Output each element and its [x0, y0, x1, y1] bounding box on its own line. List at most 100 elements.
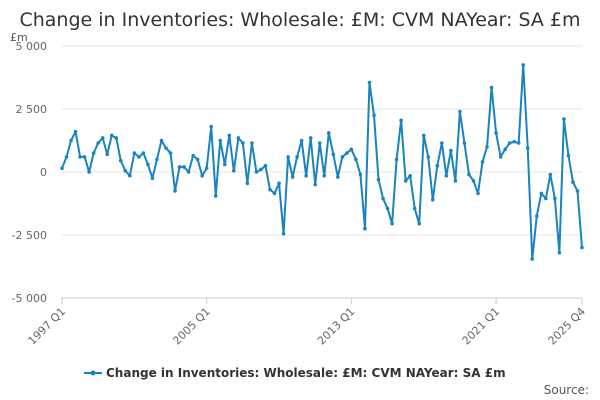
data-point[interactable]	[345, 151, 349, 155]
data-point[interactable]	[421, 133, 426, 138]
data-point[interactable]	[562, 117, 566, 121]
data-point[interactable]	[146, 162, 150, 167]
data-point[interactable]	[100, 136, 105, 140]
data-point[interactable]	[426, 155, 431, 159]
data-point[interactable]	[458, 109, 462, 114]
data-point[interactable]	[295, 155, 299, 159]
data-point[interactable]	[449, 148, 453, 153]
data-point[interactable]	[462, 141, 467, 145]
data-point[interactable]	[272, 191, 277, 196]
data-point[interactable]	[471, 179, 476, 183]
data-point[interactable]	[105, 152, 110, 157]
data-point[interactable]	[317, 141, 322, 145]
data-point[interactable]	[444, 173, 449, 178]
data-point[interactable]	[78, 155, 82, 159]
data-point[interactable]	[503, 147, 507, 152]
data-point[interactable]	[394, 157, 399, 162]
data-point[interactable]	[399, 118, 403, 123]
data-point[interactable]	[354, 157, 358, 162]
data-point[interactable]	[281, 231, 286, 236]
data-point[interactable]	[530, 257, 535, 261]
data-point[interactable]	[548, 172, 553, 177]
data-point[interactable]	[313, 182, 318, 187]
data-point[interactable]	[222, 162, 227, 167]
data-point[interactable]	[453, 179, 458, 183]
data-point[interactable]	[155, 157, 159, 162]
data-point[interactable]	[363, 226, 367, 231]
data-point[interactable]	[200, 173, 204, 178]
data-point[interactable]	[349, 147, 354, 152]
data-point[interactable]	[69, 138, 73, 143]
data-point[interactable]	[227, 133, 232, 138]
data-point[interactable]	[259, 167, 263, 172]
data-point[interactable]	[96, 141, 100, 145]
data-point[interactable]	[182, 165, 186, 169]
data-point[interactable]	[299, 138, 304, 143]
data-point[interactable]	[268, 187, 272, 192]
data-point[interactable]	[571, 180, 575, 184]
data-point[interactable]	[73, 129, 78, 134]
data-point[interactable]	[512, 139, 516, 144]
data-point[interactable]	[118, 158, 123, 163]
data-point[interactable]	[132, 151, 137, 155]
data-point[interactable]	[277, 181, 281, 186]
data-point[interactable]	[159, 138, 164, 143]
data-point[interactable]	[128, 173, 132, 178]
data-point[interactable]	[195, 157, 200, 162]
data-point[interactable]	[553, 196, 557, 201]
data-point[interactable]	[114, 136, 119, 140]
data-point[interactable]	[213, 194, 218, 198]
data-point[interactable]	[367, 80, 372, 85]
data-point[interactable]	[290, 175, 295, 179]
data-point[interactable]	[109, 133, 114, 138]
data-point[interactable]	[480, 160, 485, 164]
data-point[interactable]	[164, 146, 168, 150]
data-point[interactable]	[575, 189, 580, 193]
data-point[interactable]	[322, 173, 327, 178]
data-point[interactable]	[186, 170, 191, 174]
data-point[interactable]	[485, 145, 489, 149]
data-point[interactable]	[435, 163, 440, 168]
data-point[interactable]	[580, 245, 584, 250]
data-point[interactable]	[403, 179, 408, 183]
data-point[interactable]	[557, 250, 562, 255]
data-point[interactable]	[566, 153, 571, 158]
data-point[interactable]	[204, 166, 209, 171]
data-point[interactable]	[87, 170, 91, 174]
data-point[interactable]	[494, 131, 498, 135]
data-point[interactable]	[525, 146, 530, 150]
data-point[interactable]	[254, 170, 259, 174]
data-point[interactable]	[372, 113, 376, 118]
data-point[interactable]	[390, 221, 394, 226]
data-point[interactable]	[376, 177, 381, 182]
data-point[interactable]	[498, 155, 503, 159]
data-point[interactable]	[381, 196, 385, 201]
data-point[interactable]	[236, 136, 241, 140]
data-point[interactable]	[430, 197, 435, 202]
data-point[interactable]	[476, 191, 480, 196]
data-point[interactable]	[358, 172, 363, 177]
data-point[interactable]	[304, 173, 308, 178]
data-point[interactable]	[150, 176, 155, 181]
data-point[interactable]	[336, 175, 340, 179]
data-point[interactable]	[60, 166, 64, 171]
data-point[interactable]	[232, 168, 236, 173]
data-point[interactable]	[245, 181, 250, 186]
data-point[interactable]	[467, 172, 471, 177]
data-point[interactable]	[417, 221, 422, 226]
data-point[interactable]	[241, 141, 245, 145]
data-point[interactable]	[544, 196, 548, 201]
data-point[interactable]	[385, 206, 390, 211]
data-point[interactable]	[286, 155, 290, 159]
data-point[interactable]	[516, 141, 521, 145]
data-point[interactable]	[209, 124, 214, 129]
data-point[interactable]	[250, 141, 254, 145]
data-point[interactable]	[308, 136, 313, 140]
data-point[interactable]	[440, 141, 444, 145]
data-point[interactable]	[489, 85, 494, 90]
data-point[interactable]	[412, 206, 417, 211]
data-point[interactable]	[263, 163, 268, 168]
data-point[interactable]	[331, 152, 336, 157]
data-point[interactable]	[91, 151, 96, 155]
data-point[interactable]	[191, 153, 195, 158]
